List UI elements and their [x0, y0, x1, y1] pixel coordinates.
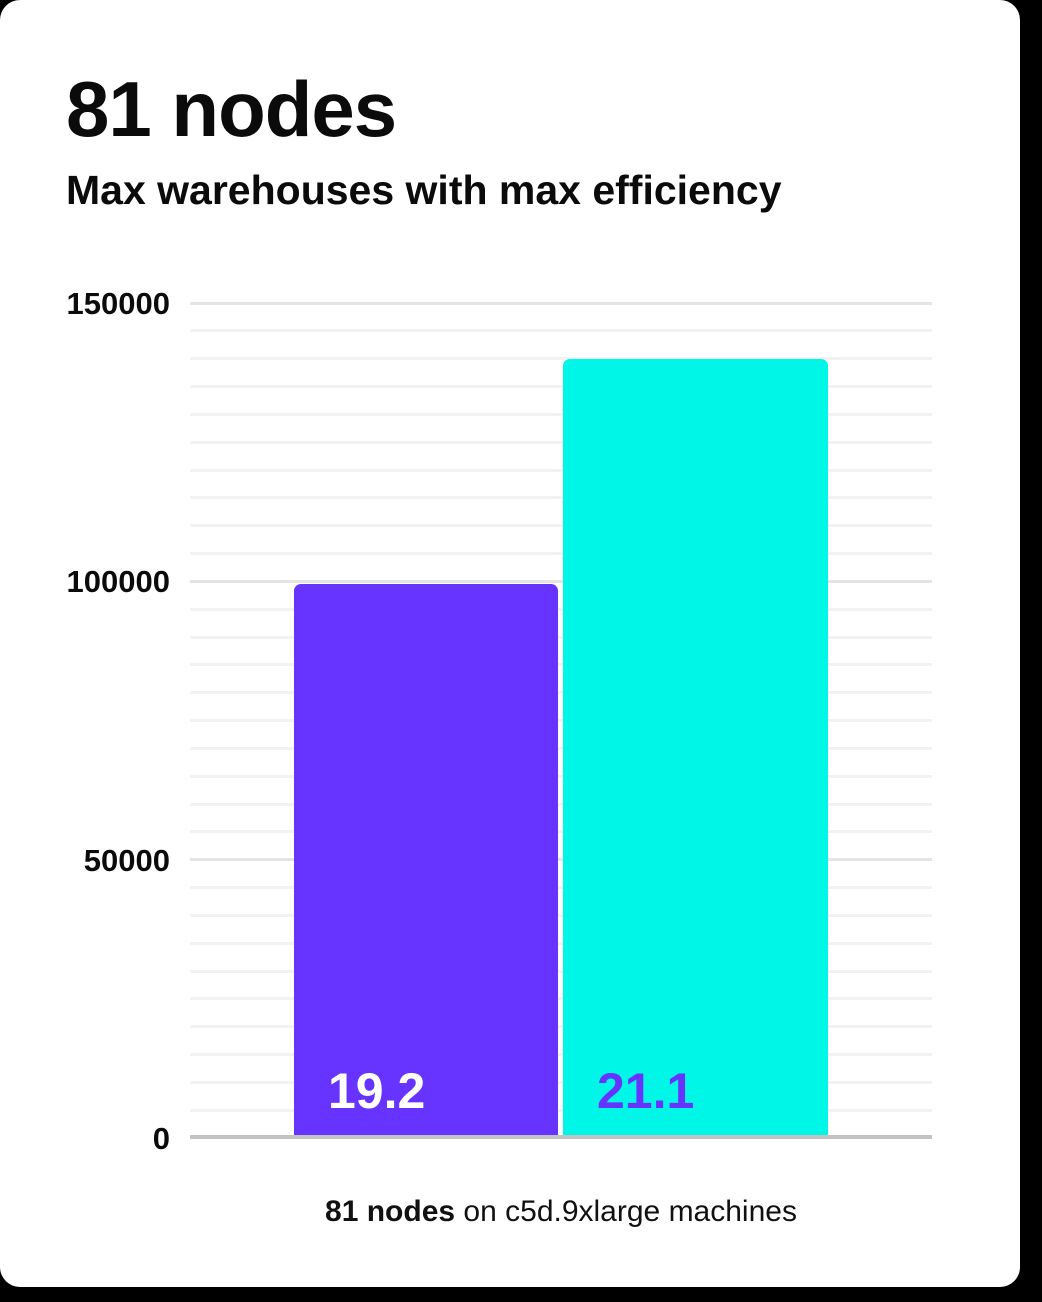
minor-gridline: [190, 1053, 932, 1056]
minor-gridline: [190, 913, 932, 917]
y-tick-label: 150000: [66, 286, 170, 321]
minor-gridline: [190, 412, 932, 416]
minor-gridline: [190, 1080, 932, 1084]
major-gridline: [190, 301, 932, 305]
y-tick-label: 50000: [83, 842, 170, 878]
minor-gridline: [190, 1025, 932, 1029]
chart-card: 81 nodes Max warehouses with max efficie…: [0, 0, 1020, 1287]
major-gridline: [190, 579, 932, 583]
minor-gridline: [190, 886, 932, 889]
bar-chart: 0 50000 100000 150000 19.2 21.1: [66, 286, 932, 1156]
bar-value-label: 19.2: [328, 1063, 426, 1119]
minor-gridline: [190, 941, 932, 945]
bar-value-label: 21.1: [597, 1063, 695, 1119]
minor-gridline: [190, 440, 932, 444]
minor-gridline: [190, 496, 932, 500]
page-title: 81 nodes: [66, 65, 397, 153]
minor-gridline: [190, 385, 932, 388]
minor-gridline: [190, 468, 932, 472]
caption-regular-text: on c5d.9xlarge machines: [455, 1195, 797, 1228]
x-axis-baseline: [190, 1135, 932, 1139]
major-gridline: [190, 858, 932, 862]
minor-gridline: [190, 691, 932, 695]
caption-bold-text: 81 nodes: [325, 1195, 456, 1228]
minor-gridline: [190, 357, 932, 361]
chart-caption: 81 nodes on c5d.9xlarge machines: [190, 1194, 932, 1230]
minor-gridline: [190, 774, 932, 778]
minor-gridline: [190, 802, 932, 806]
minor-gridline: [190, 719, 932, 722]
minor-gridline: [190, 635, 932, 639]
minor-gridline: [190, 524, 932, 528]
minor-gridline: [190, 997, 932, 1001]
bar-21.1: 21.1: [563, 359, 828, 1138]
y-tick-label: 100000: [66, 564, 170, 600]
minor-gridline: [190, 830, 932, 834]
minor-gridline: [190, 329, 932, 333]
minor-gridline: [190, 607, 932, 611]
page-subtitle: Max warehouses with max efficiency: [66, 167, 782, 213]
y-tick-label: 0: [152, 1121, 170, 1156]
minor-gridline: [190, 552, 932, 555]
minor-gridline: [190, 663, 932, 667]
bar-19.2: 19.2: [294, 584, 558, 1138]
minor-gridline: [190, 1108, 932, 1112]
minor-gridline: [190, 746, 932, 750]
minor-gridline: [190, 969, 932, 973]
